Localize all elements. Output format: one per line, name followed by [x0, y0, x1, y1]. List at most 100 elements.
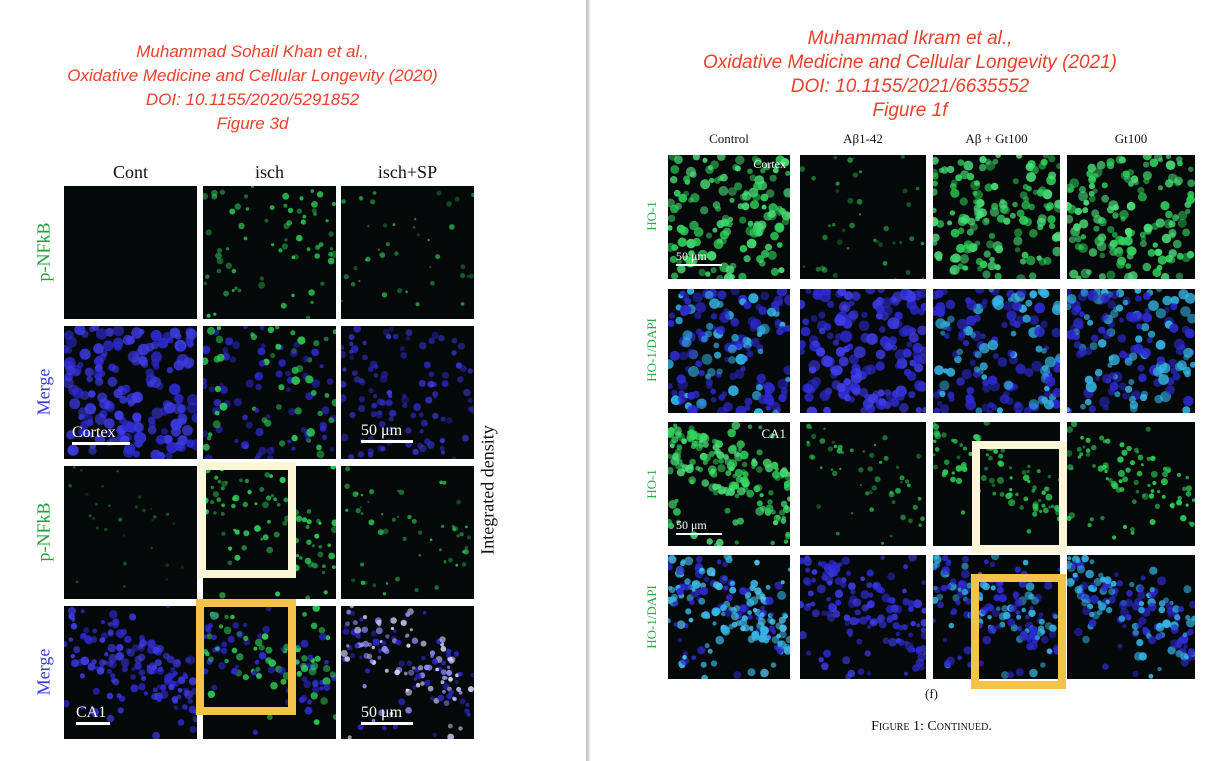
stained-cell: [1076, 587, 1083, 594]
stained-cell: [395, 576, 400, 582]
stained-cell: [1110, 580, 1117, 587]
stained-cell: [1006, 310, 1017, 321]
stained-cell: [271, 243, 275, 247]
stained-cell: [1126, 590, 1133, 597]
stained-cell: [382, 592, 387, 596]
stained-cell: [784, 483, 789, 489]
stained-cell: [310, 622, 318, 630]
right-row-label-ho1-ca1: HO-1: [644, 469, 659, 499]
stained-cell: [670, 176, 678, 184]
stained-cell: [671, 436, 679, 444]
stained-cell: [462, 434, 469, 442]
stained-cell: [875, 240, 880, 244]
stained-cell: [710, 468, 716, 474]
stained-cell: [232, 341, 240, 350]
stained-cell: [1034, 326, 1045, 338]
stained-cell: [304, 375, 313, 384]
stained-cell: [68, 484, 72, 488]
stained-cell: [363, 652, 370, 659]
stained-cell: [1015, 409, 1022, 413]
stained-cell: [673, 508, 681, 516]
stained-cell: [980, 475, 987, 481]
stained-cell: [1038, 618, 1045, 625]
stained-cell: [945, 584, 952, 590]
stained-cell: [1087, 319, 1094, 326]
stained-cell: [296, 208, 302, 214]
stained-cell: [763, 163, 771, 171]
stained-cell: [87, 662, 96, 671]
stained-cell: [1110, 480, 1118, 488]
stained-cell: [463, 549, 469, 555]
stained-cell: [715, 205, 721, 212]
stained-cell: [1156, 264, 1163, 271]
highlight-box-cream-left: [198, 462, 296, 578]
stained-cell: [784, 472, 790, 482]
stained-cell: [962, 555, 969, 563]
stained-cell: [368, 387, 374, 394]
stained-cell: [770, 662, 777, 668]
stained-cell: [839, 467, 842, 470]
right-row-label-ho1-dapi-ca1: HO-1/DAPI: [644, 585, 659, 649]
stained-cell: [921, 277, 924, 279]
stained-cell: [1031, 360, 1043, 372]
stained-cell: [894, 277, 897, 279]
stained-cell: [451, 524, 455, 528]
stained-cell: [1174, 362, 1184, 372]
stained-cell: [456, 534, 460, 538]
stained-cell: [262, 534, 269, 541]
scale-bar-right-r1: 50 μm: [676, 249, 722, 266]
stained-cell: [878, 398, 887, 407]
stained-cell: [810, 315, 818, 322]
stained-cell: [729, 586, 737, 594]
stained-cell: [1041, 364, 1049, 372]
stained-cell: [670, 165, 680, 174]
stained-cell: [823, 427, 826, 431]
stained-cell: [1045, 493, 1053, 501]
stained-cell: [413, 403, 421, 411]
stained-cell: [751, 465, 756, 469]
stained-cell: [761, 250, 769, 258]
stained-cell: [1080, 234, 1087, 240]
stained-cell: [1054, 505, 1060, 512]
stained-cell: [206, 633, 213, 640]
stained-cell: [826, 610, 833, 618]
stained-cell: [457, 376, 464, 383]
stained-cell: [350, 282, 356, 287]
stained-cell: [727, 428, 736, 438]
stained-cell: [311, 544, 316, 548]
stained-cell: [672, 600, 679, 607]
stained-cell: [783, 539, 789, 544]
stained-cell: [1191, 615, 1195, 622]
stained-cell: [221, 531, 226, 536]
stained-cell: [1067, 407, 1071, 413]
stained-cell: [941, 432, 947, 438]
stained-cell: [402, 393, 407, 399]
stained-cell: [992, 158, 999, 165]
stained-cell: [310, 189, 315, 193]
stained-cell: [685, 608, 692, 615]
stained-cell: [777, 378, 789, 390]
stained-cell: [974, 180, 980, 186]
stained-cell: [695, 302, 706, 313]
stained-cell: [276, 503, 281, 507]
stained-cell: [267, 326, 275, 333]
stained-cell: [844, 621, 850, 627]
stained-cell: [888, 336, 897, 345]
stained-cell: [402, 536, 407, 541]
stained-cell: [688, 617, 694, 623]
stained-cell: [993, 449, 998, 454]
stained-cell: [1008, 466, 1012, 470]
stained-cell: [723, 273, 734, 279]
stained-cell: [439, 446, 445, 451]
stained-cell: [392, 629, 397, 633]
stained-cell: [946, 165, 955, 174]
stained-cell: [815, 266, 821, 272]
stained-cell: [435, 667, 439, 672]
micrograph-left-r3-c3: [341, 466, 474, 599]
stained-cell: [293, 254, 299, 260]
micrograph-right-r3-c4: [1067, 422, 1195, 546]
stained-cell: [1191, 498, 1195, 502]
stained-cell: [259, 326, 265, 331]
stained-cell: [1032, 485, 1037, 490]
stained-cell: [973, 434, 978, 439]
